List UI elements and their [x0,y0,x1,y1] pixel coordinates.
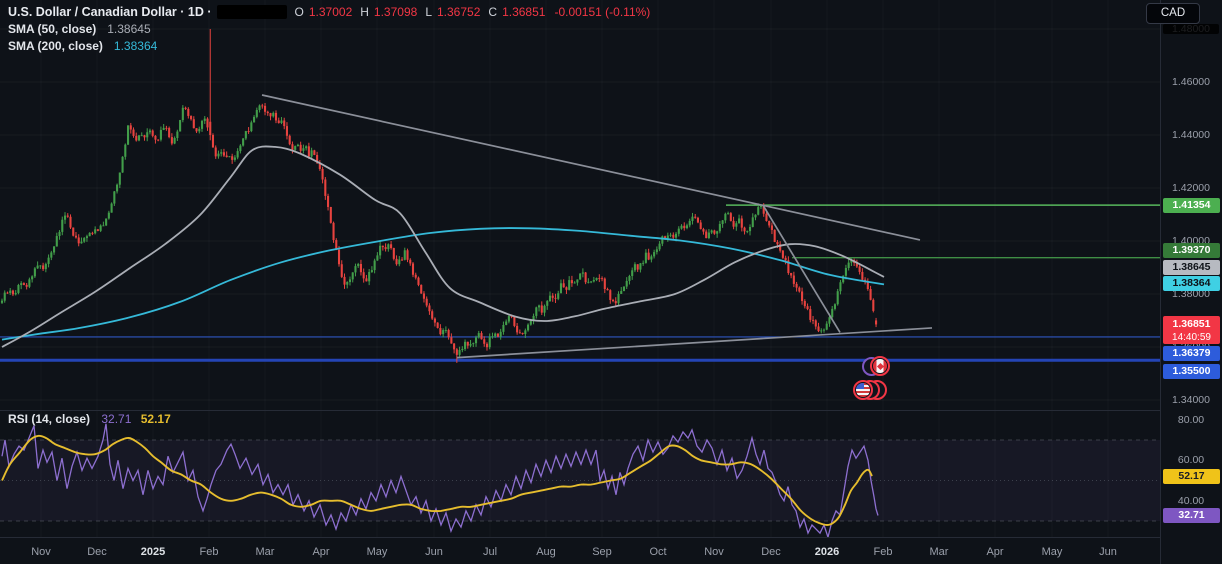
high-label: H [360,4,369,19]
price-badge: 1.39370 [1163,242,1220,258]
currency-chip[interactable]: CAD [1146,3,1200,24]
chart-legend: U.S. Dollar / Canadian Dollar · 1D · O 1… [8,3,650,54]
sma50-line[interactable] [1,145,885,348]
time-label: Jun [1099,546,1117,558]
time-label: Dec [87,546,107,558]
rsi-legend: RSI (14, close) 32.71 52.17 [8,412,171,426]
time-label: Nov [704,546,724,558]
sma200-line[interactable] [1,227,885,341]
grid [0,28,1160,401]
trendline[interactable] [456,327,933,359]
rsi-tick: 60.00 [1177,454,1205,467]
price-badge: 1.36851 14:40:59 [1163,316,1220,344]
price-badge: 1.36379 [1163,345,1220,361]
close-value: 1.36851 [502,4,546,19]
time-label: Jul [482,546,498,558]
pane-separator[interactable] [0,410,1222,411]
chart-canvas[interactable] [0,0,1160,564]
rsi-badge: 52.17 [1163,468,1220,484]
close-label: C [488,4,498,19]
price-badge: 1.38364 [1163,275,1220,291]
time-label: Mar [929,546,949,558]
price-tick: 1.44000 [1172,129,1210,141]
time-label: Apr [312,546,330,558]
rsi-line [1,423,879,537]
time-label: Dec [761,546,781,558]
price-badge: 1.35500 [1163,363,1220,379]
time-label: Mar [255,546,275,558]
rsi-ma-line [1,434,873,526]
rsi-legend-label[interactable]: RSI (14, close) [8,412,91,426]
canada-event-icon[interactable] [870,356,890,376]
price-tick: 1.38000 [1172,288,1210,300]
time-label: Sep [592,546,612,558]
time-label: Jun [425,546,443,558]
redaction-box [216,4,287,19]
low-value: 1.36752 [437,4,481,19]
rsi-tick: 80.00 [1177,413,1205,426]
sma200-legend-label[interactable]: SMA (200, close) [8,38,103,53]
time-label: Oct [649,546,667,558]
open-label: O [294,4,304,19]
rsi-badge: 32.71 [1163,508,1220,523]
sma50-legend-value: 1.38645 [107,21,151,36]
time-label: 2026 [814,546,840,558]
time-label: Feb [873,546,893,558]
trendline[interactable] [261,94,921,241]
rsi-tick: 40.00 [1177,494,1205,507]
time-label: Aug [536,546,556,558]
price-tick: 1.34000 [1172,394,1210,406]
redaction-smudge [1163,24,1219,34]
us-event-icon[interactable] [853,380,873,400]
open-value: 1.37002 [308,4,353,19]
time-label: 2025 [140,546,166,558]
low-label: L [425,4,432,19]
trendline[interactable] [762,204,841,333]
time-label: Nov [31,546,51,558]
time-label: Apr [986,546,1004,558]
price-tick: 1.46000 [1172,76,1210,88]
pane-separator-2[interactable] [0,537,1222,538]
candles [0,29,878,363]
rsi-ma-value: 52.17 [140,412,171,426]
rsi-value: 32.71 [101,412,132,426]
price-badge: 1.38645 [1163,259,1220,275]
price-badge: 1.41354 [1163,197,1220,213]
time-label: May [366,546,388,558]
time-label: Feb [199,546,219,558]
sma200-legend-value: 1.38364 [113,38,158,53]
sma50-legend-label[interactable]: SMA (50, close) [8,21,97,36]
change-value: -0.00151 (-0.11%) [554,4,651,19]
high-value: 1.37098 [373,4,418,19]
price-tick: 1.42000 [1172,182,1210,194]
price-scale[interactable]: 1.480001.460001.440001.420001.400001.380… [1160,0,1222,564]
symbol-title[interactable]: U.S. Dollar / Canadian Dollar · 1D · [8,4,212,19]
time-label: May [1041,546,1063,558]
